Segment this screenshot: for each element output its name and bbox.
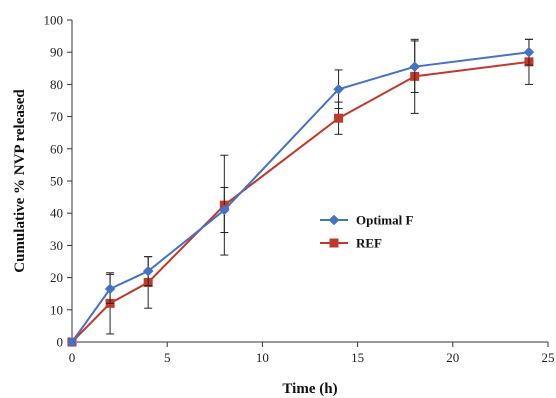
data-point — [218, 204, 230, 216]
x-tick-label: 5 — [164, 350, 171, 365]
legend-item: REF — [320, 236, 382, 251]
y-tick-label: 100 — [44, 13, 64, 28]
legend-label: Optimal F — [356, 213, 413, 228]
series-line — [71, 51, 530, 343]
legend-label: REF — [356, 236, 382, 251]
y-tick-label: 90 — [50, 45, 63, 60]
legend-marker — [329, 238, 339, 248]
data-point — [142, 265, 154, 277]
data-point — [334, 113, 344, 123]
x-tick-label: 20 — [446, 350, 459, 365]
series-group — [66, 38, 535, 348]
y-tick-label: 30 — [50, 238, 63, 253]
data-point — [409, 61, 421, 73]
data-point — [523, 46, 535, 58]
series-optimal-f — [66, 38, 535, 348]
x-axis-label: Time (h) — [282, 381, 337, 397]
y-tick-label: 60 — [50, 141, 63, 156]
series-ref — [67, 38, 534, 347]
x-tick-label: 10 — [256, 350, 269, 365]
y-tick-label: 80 — [50, 77, 63, 92]
y-tick-label: 50 — [50, 174, 63, 189]
data-point — [333, 83, 344, 95]
legend-marker — [328, 214, 340, 226]
y-tick-label: 20 — [50, 270, 63, 285]
y-axis-label: Cumulative % NVP released — [12, 89, 28, 273]
x-tick-label: 0 — [69, 350, 76, 365]
data-point — [66, 336, 78, 348]
y-tick-label: 40 — [50, 206, 63, 221]
y-tick-label: 0 — [57, 335, 64, 350]
y-tick-label: 10 — [50, 302, 63, 317]
y-ticks: 0 10 20 30 40 50 60 70 80 90 100 — [44, 13, 72, 350]
x-tick-label: 25 — [542, 350, 555, 365]
x-ticks: 0 5 10 15 20 25 — [69, 342, 555, 365]
legend-item: Optimal F — [320, 213, 413, 228]
data-point — [104, 283, 116, 295]
x-tick-label: 15 — [351, 350, 364, 365]
series-line — [71, 60, 530, 343]
legend: Optimal F REF — [320, 213, 413, 251]
y-tick-label: 70 — [50, 109, 63, 124]
